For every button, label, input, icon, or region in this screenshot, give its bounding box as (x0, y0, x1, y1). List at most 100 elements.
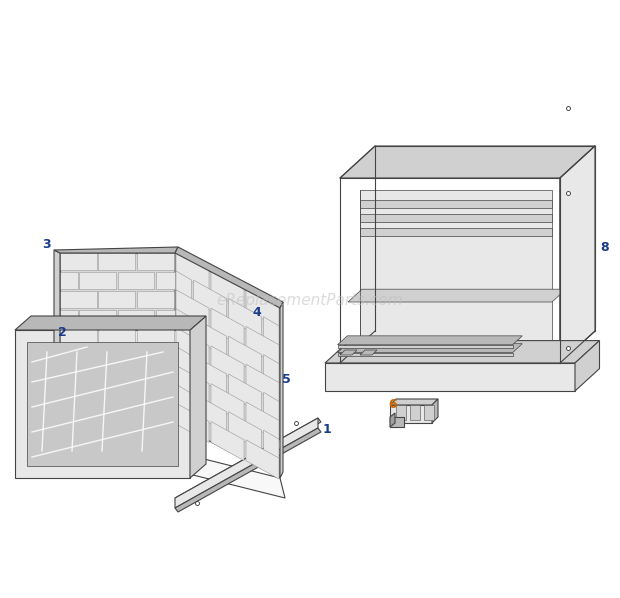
Polygon shape (246, 402, 279, 441)
Polygon shape (60, 328, 97, 346)
Polygon shape (325, 341, 600, 363)
Polygon shape (79, 272, 116, 289)
Polygon shape (211, 422, 244, 460)
Polygon shape (360, 200, 552, 208)
Polygon shape (136, 328, 174, 346)
Polygon shape (136, 253, 174, 270)
Text: eReplacementParts.com: eReplacementParts.com (216, 292, 404, 307)
Polygon shape (60, 253, 97, 270)
Polygon shape (390, 405, 432, 423)
Polygon shape (246, 364, 279, 404)
Polygon shape (136, 404, 174, 422)
Polygon shape (15, 330, 190, 478)
Polygon shape (424, 405, 434, 420)
Polygon shape (348, 289, 566, 302)
Polygon shape (193, 356, 226, 395)
Polygon shape (211, 270, 244, 310)
Text: 4: 4 (252, 306, 261, 319)
Polygon shape (193, 318, 226, 357)
Text: 2: 2 (58, 326, 67, 339)
Polygon shape (264, 317, 279, 347)
Polygon shape (560, 146, 595, 363)
Text: 1: 1 (323, 423, 332, 436)
Polygon shape (60, 310, 78, 327)
Polygon shape (176, 290, 209, 329)
Polygon shape (99, 367, 135, 384)
Polygon shape (176, 365, 209, 405)
Polygon shape (390, 413, 395, 427)
Polygon shape (60, 367, 97, 384)
Polygon shape (264, 430, 279, 460)
Polygon shape (211, 384, 244, 423)
Polygon shape (360, 190, 552, 355)
Polygon shape (156, 310, 175, 327)
Text: 5: 5 (282, 373, 291, 386)
Polygon shape (27, 342, 178, 466)
Polygon shape (156, 347, 175, 365)
Polygon shape (176, 385, 192, 414)
Polygon shape (60, 253, 175, 423)
Polygon shape (337, 353, 513, 356)
Polygon shape (229, 374, 262, 413)
Polygon shape (337, 336, 522, 345)
Polygon shape (175, 418, 321, 502)
Polygon shape (156, 385, 175, 402)
Polygon shape (229, 411, 262, 451)
Polygon shape (264, 355, 279, 385)
Polygon shape (60, 272, 78, 289)
Polygon shape (390, 417, 404, 427)
Polygon shape (79, 347, 116, 365)
Polygon shape (60, 404, 97, 422)
Polygon shape (396, 405, 406, 420)
Polygon shape (246, 440, 279, 479)
Polygon shape (410, 405, 420, 420)
Polygon shape (193, 393, 226, 432)
Text: 8: 8 (600, 241, 609, 254)
Polygon shape (176, 346, 192, 377)
Polygon shape (118, 310, 154, 327)
Polygon shape (575, 341, 600, 391)
Polygon shape (560, 146, 595, 363)
Polygon shape (325, 363, 575, 391)
Polygon shape (15, 316, 206, 330)
Polygon shape (118, 385, 154, 402)
Polygon shape (54, 247, 178, 253)
Polygon shape (193, 280, 226, 319)
Polygon shape (190, 316, 206, 478)
Text: 3: 3 (42, 238, 51, 251)
Polygon shape (246, 327, 279, 365)
Polygon shape (280, 302, 283, 478)
Polygon shape (176, 403, 209, 443)
Polygon shape (360, 350, 377, 355)
Polygon shape (246, 289, 279, 328)
Polygon shape (360, 228, 552, 236)
Polygon shape (60, 347, 78, 365)
Polygon shape (340, 146, 595, 178)
Polygon shape (79, 385, 116, 402)
Polygon shape (176, 309, 192, 338)
Polygon shape (175, 253, 280, 478)
Polygon shape (60, 291, 97, 308)
Polygon shape (99, 291, 135, 308)
Polygon shape (118, 272, 154, 289)
Polygon shape (136, 367, 174, 384)
Polygon shape (337, 344, 522, 353)
Polygon shape (79, 310, 116, 327)
Polygon shape (264, 392, 279, 422)
Polygon shape (176, 252, 209, 291)
Polygon shape (229, 336, 262, 376)
Polygon shape (340, 350, 357, 355)
Text: 6: 6 (388, 398, 397, 411)
Polygon shape (211, 308, 244, 347)
Polygon shape (390, 399, 438, 405)
Polygon shape (337, 345, 513, 348)
Polygon shape (60, 385, 78, 402)
Polygon shape (175, 428, 321, 512)
Polygon shape (176, 328, 209, 367)
Polygon shape (60, 423, 285, 498)
Polygon shape (136, 291, 174, 308)
Polygon shape (99, 253, 135, 270)
Polygon shape (99, 328, 135, 346)
Polygon shape (211, 346, 244, 385)
Polygon shape (432, 399, 438, 423)
